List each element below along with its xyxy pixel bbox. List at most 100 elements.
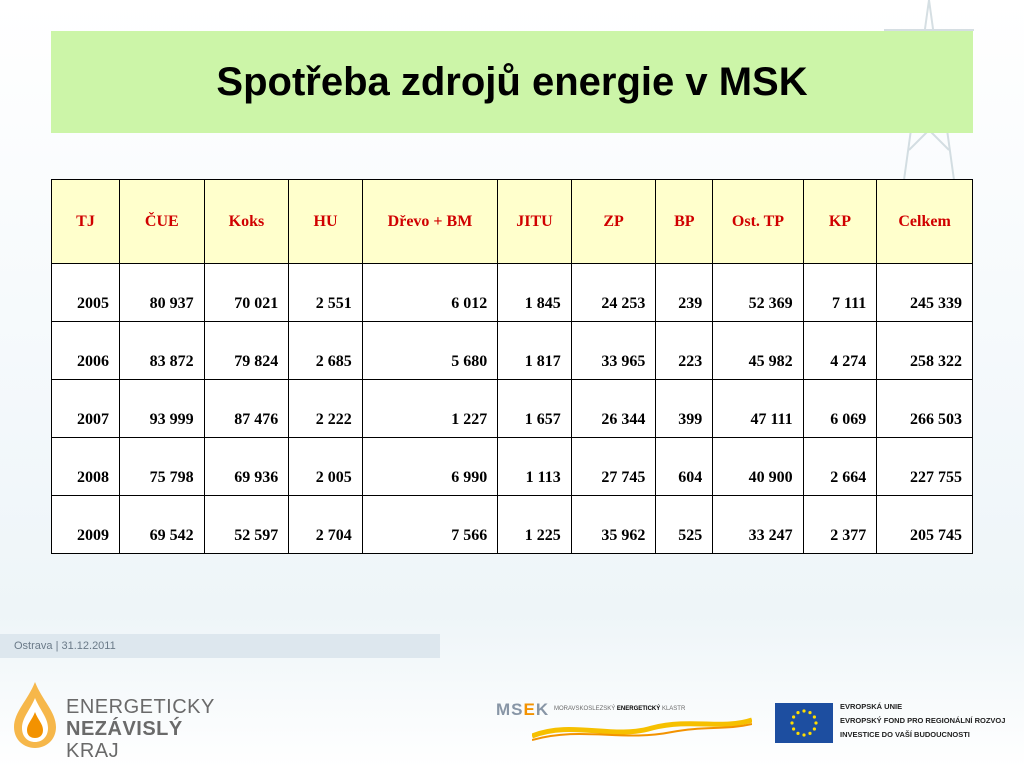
column-header: JITU bbox=[497, 179, 572, 264]
eu-star bbox=[808, 731, 812, 735]
table-cell: 1 657 bbox=[497, 379, 572, 438]
table-row: 2006 83 872 79 824 2 685 5 680 1 817 33 965 223… bbox=[51, 321, 973, 380]
msek-sub-bold: ENERGETICKÝ bbox=[616, 706, 661, 712]
eu-star bbox=[792, 727, 796, 731]
table-cell: 2 222 bbox=[288, 379, 363, 438]
flame-drop-icon bbox=[14, 682, 56, 748]
eu-flag-icon bbox=[775, 703, 833, 743]
table-cell: 79 824 bbox=[203, 321, 290, 380]
table-cell: 75 798 bbox=[118, 437, 205, 496]
table-cell: 239 bbox=[655, 263, 714, 322]
column-header: TJ bbox=[51, 179, 120, 264]
column-header: Koks bbox=[203, 179, 290, 264]
eu-star bbox=[812, 727, 816, 731]
enk-logo-bold: NEZÁVISLÝ bbox=[66, 718, 183, 740]
column-header: Ost. TP bbox=[712, 179, 804, 264]
table-cell: 1 225 bbox=[497, 495, 572, 554]
column-header: ČUE bbox=[118, 179, 205, 264]
table-cell: 2 664 bbox=[802, 437, 878, 496]
eu-star bbox=[796, 731, 800, 735]
enk-logo-line1: ENERGETICKY bbox=[66, 696, 215, 718]
table-cell: 1 817 bbox=[497, 321, 572, 380]
column-header: KP bbox=[802, 179, 878, 264]
table-cell: 223 bbox=[655, 321, 714, 380]
column-header: ZP bbox=[570, 179, 657, 264]
table-cell: 4 274 bbox=[802, 321, 878, 380]
table-cell: 2 685 bbox=[288, 321, 363, 380]
msek-prefix: MS bbox=[496, 700, 524, 719]
table-cell: 93 999 bbox=[118, 379, 205, 438]
table-cell: 1 227 bbox=[361, 379, 499, 438]
table-cell: 26 344 bbox=[570, 379, 657, 438]
table-cell: 87 476 bbox=[203, 379, 290, 438]
eu-star bbox=[812, 715, 816, 719]
table-cell: 33 247 bbox=[712, 495, 804, 554]
table-cell: 70 021 bbox=[203, 263, 290, 322]
table-header-row: TJ ČUE Koks HU Dřevo + BM JITU ZP BP Ost. TP KP Ce… bbox=[51, 179, 973, 264]
table-cell: 6 990 bbox=[361, 437, 499, 496]
table-cell: 245 339 bbox=[876, 263, 973, 322]
slide-title: Spotřeba zdrojů energie v MSK bbox=[216, 59, 808, 104]
table-cell: 2 005 bbox=[288, 437, 363, 496]
table-cell: 525 bbox=[655, 495, 714, 554]
eu-star bbox=[808, 711, 812, 715]
eu-star bbox=[802, 709, 806, 713]
table-cell: 258 322 bbox=[876, 321, 973, 380]
table-cell: 6 012 bbox=[361, 263, 499, 322]
table-cell: 604 bbox=[655, 437, 714, 496]
table-cell: 1 113 bbox=[497, 437, 572, 496]
column-header: Dřevo + BM bbox=[361, 179, 499, 264]
table-cell: 47 111 bbox=[712, 379, 804, 438]
enk-logo: ENERGETICKY NEZÁVISLÝ KRAJ bbox=[12, 680, 232, 762]
table-cell: 2007 bbox=[51, 379, 120, 438]
table-cell: 2 704 bbox=[288, 495, 363, 554]
table-cell: 2009 bbox=[51, 495, 120, 554]
column-header: HU bbox=[288, 179, 363, 264]
table-cell: 35 962 bbox=[570, 495, 657, 554]
eu-star bbox=[790, 721, 794, 725]
table-row: 2005 80 937 70 021 2 551 6 012 1 845 24 253 239… bbox=[51, 263, 973, 322]
table-cell: 6 069 bbox=[802, 379, 878, 438]
msek-wave-graphic bbox=[532, 717, 752, 741]
msek-sub-end: KLASTR bbox=[661, 706, 686, 712]
msek-sub-plain: MORAVSKOSLEZSKÝ bbox=[554, 706, 616, 712]
table-cell: 2008 bbox=[51, 437, 120, 496]
msek-accent: E bbox=[523, 700, 536, 719]
footer-location-date: Ostrava | 31.12.2011 bbox=[0, 634, 440, 658]
table-cell: 69 936 bbox=[203, 437, 290, 496]
table-cell: 2 551 bbox=[288, 263, 363, 322]
table-cell: 7 111 bbox=[802, 263, 878, 322]
table-cell: 52 369 bbox=[712, 263, 804, 322]
table-row: 2008 75 798 69 936 2 005 6 990 1 113 27 745 604… bbox=[51, 437, 973, 496]
eu-star bbox=[792, 715, 796, 719]
table-cell: 2005 bbox=[51, 263, 120, 322]
eu-line-3: INVESTICE DO VAŠÍ BUDOUCNOSTI bbox=[840, 730, 970, 739]
msek-suffix: K bbox=[535, 700, 550, 719]
title-banner: Spotřeba zdrojů energie v MSK bbox=[51, 31, 973, 133]
table-cell: 2006 bbox=[51, 321, 120, 380]
eu-line-2: EVROPSKÝ FOND PRO REGIONÁLNÍ ROZVOJ bbox=[840, 716, 1006, 725]
table-cell: 69 542 bbox=[118, 495, 205, 554]
eu-text-block: EVROPSKÁ UNIE EVROPSKÝ FOND PRO REGIONÁL… bbox=[840, 700, 1005, 742]
table-cell: 399 bbox=[655, 379, 714, 438]
eu-star bbox=[814, 721, 818, 725]
table-cell: 45 982 bbox=[712, 321, 804, 380]
table-cell: 80 937 bbox=[118, 263, 205, 322]
table-row: 2007 93 999 87 476 2 222 1 227 1 657 26 344 399… bbox=[51, 379, 973, 438]
table-cell: 266 503 bbox=[876, 379, 973, 438]
table-cell: 227 755 bbox=[876, 437, 973, 496]
table-cell: 5 680 bbox=[361, 321, 499, 380]
table-cell: 27 745 bbox=[570, 437, 657, 496]
eu-star bbox=[802, 733, 806, 737]
energy-consumption-table: TJ ČUE Koks HU Dřevo + BM JITU ZP BP Ost. TP KP Ce… bbox=[51, 179, 973, 554]
msek-logo: MSEK MORAVSKOSLEZSKÝ ENERGETICKÝ KLASTR bbox=[496, 698, 756, 744]
eu-line-1: EVROPSKÁ UNIE bbox=[840, 702, 903, 711]
table-cell: 7 566 bbox=[361, 495, 499, 554]
column-header: Celkem bbox=[876, 179, 973, 264]
column-header: BP bbox=[655, 179, 714, 264]
enk-logo-rest: KRAJ bbox=[66, 740, 120, 762]
table-cell: 205 745 bbox=[876, 495, 973, 554]
table-cell: 2 377 bbox=[802, 495, 878, 554]
table-cell: 40 900 bbox=[712, 437, 804, 496]
table-cell: 1 845 bbox=[497, 263, 572, 322]
